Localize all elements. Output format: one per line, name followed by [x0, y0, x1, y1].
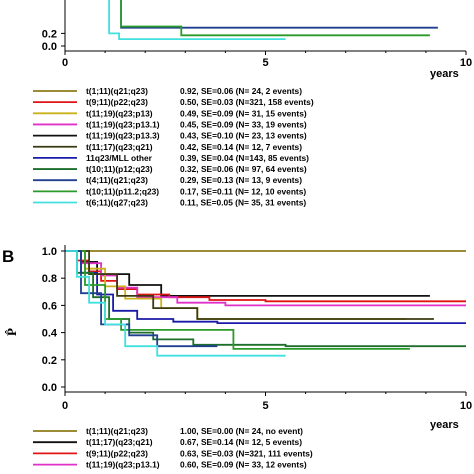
panel-label: B: [2, 247, 14, 266]
legend-name: t(11;19)(q23;p13.1): [86, 460, 160, 470]
legend-name: t(11;17)(q23;q21): [86, 437, 153, 447]
y-axis-label: P̂: [4, 328, 19, 336]
legend-name: t(9;11)(p22;q23): [86, 97, 148, 107]
legend-name: t(11;17)(q23;q21): [86, 142, 153, 152]
legend-stats: 0.11, SE=0.05 (N= 35, 31 events): [180, 198, 306, 208]
y-tick-label: 0.2: [42, 28, 57, 40]
legend-name: t(1;11)(q21;q23): [86, 86, 148, 96]
legend-stats: 0.67, SE=0.14 (N= 12, 5 events): [180, 437, 302, 447]
curve-t-6-11-q27-q23-: [108, 0, 286, 40]
legend-stats: 0.29, SE=0.13 (N= 13, 9 events): [180, 175, 302, 185]
curve-series-8: [65, 250, 410, 350]
legend-stats: 0.49, SE=0.09 (N= 31, 15 events): [180, 108, 307, 118]
legend-stats: 0.32, SE=0.06 (N= 97, 64 events): [180, 164, 307, 174]
legend-name: t(10;11)(p11.2;q23): [86, 186, 159, 196]
y-tick-label: 0.6: [42, 300, 57, 312]
panel-b-axes: 0 5 10 0.0 0.2 0.4 0.6 0.8 1.0 years B P̂: [2, 245, 472, 431]
legend-stats: 0.43, SE=0.10 (N= 23, 13 events): [180, 131, 307, 141]
y-tick-label: 0.4: [42, 328, 58, 340]
y-tick-label: 0.0: [42, 382, 57, 394]
y-tick-label: 0.0: [42, 41, 57, 53]
panel-b-curves: [65, 250, 466, 357]
curve-series-6: [65, 250, 434, 320]
legend-stats: 0.50, SE=0.03 (N=321, 158 events): [180, 97, 314, 107]
legend-stats: 0.39, SE=0.04 (N=143, 85 events): [180, 153, 309, 163]
panel-a-curves: [108, 0, 438, 40]
legend-stats: 0.60, SE=0.09 (N= 33, 12 events): [180, 460, 307, 470]
legend-name: t(4;11)(q21;q23): [86, 175, 148, 185]
legend-stats: 0.45, SE=0.09 (N= 33, 19 events): [180, 119, 307, 129]
panel-b: 0 5 10 0.0 0.2 0.4 0.6 0.8 1.0 years B P̂ t(1;11)(q…: [2, 245, 472, 470]
y-tick-label: 0.2: [42, 355, 57, 367]
x-tick-label: 5: [262, 400, 268, 412]
x-axis-label: years: [430, 68, 459, 80]
panel-b-legend: t(1;11)(q21;q23) 1.00, SE=0.00 (N= 24, no…: [33, 426, 313, 470]
curve-t-10-11-p11-2-q23-: [120, 0, 430, 37]
legend-name: t(6;11)(q27;q23): [86, 198, 148, 208]
x-tick-label: 0: [62, 400, 68, 412]
curve-series-10: [65, 250, 286, 357]
legend-name: t(11;19)(q23;p13.1): [86, 119, 160, 129]
legend-stats: 0.17, SE=0.11 (N= 12, 10 events): [180, 186, 306, 196]
legend-name: t(10;11)(p12;q23): [86, 164, 153, 174]
legend-stats: 0.92, SE=0.06 (N= 24, 2 events): [180, 86, 302, 96]
legend-stats: 1.00, SE=0.00 (N= 24, no event): [180, 426, 303, 436]
curve-series-4: [65, 250, 406, 320]
y-tick-label: 1.0: [42, 246, 57, 258]
legend-name: t(11;19)(q23;p13.3): [86, 131, 160, 141]
y-tick-label: 0.8: [42, 273, 57, 285]
legend-name: 11q23/MLL other: [86, 153, 153, 163]
legend-stats: 0.42, SE=0.14 (N= 12, 7 events): [180, 142, 302, 152]
x-axis-label: years: [430, 419, 459, 431]
panel-a: 0 5 10 0.00.2 years t(1;11)(q21;q23) 0.92, SE…: [33, 0, 472, 208]
x-tick-label: 5: [262, 57, 268, 69]
legend-name: t(11;19)(q23;p13): [86, 108, 153, 118]
panel-a-axes: 0 5 10 0.00.2 years: [42, 0, 472, 80]
legend-name: t(1;11)(q21;q23): [86, 426, 148, 436]
legend-stats: 0.63, SE=0.03 (N=321, 111 events): [180, 448, 313, 458]
legend-name: t(9;11)(p22;q23): [86, 448, 148, 458]
x-tick-label: 10: [460, 400, 472, 412]
curve-t-9-11-p22-q23-: [65, 250, 466, 303]
panel-a-legend: t(1;11)(q21;q23) 0.92, SE=0.06 (N= 24, 2 …: [33, 86, 314, 208]
x-tick-label: 10: [460, 57, 472, 69]
x-tick-label: 0: [62, 57, 68, 69]
